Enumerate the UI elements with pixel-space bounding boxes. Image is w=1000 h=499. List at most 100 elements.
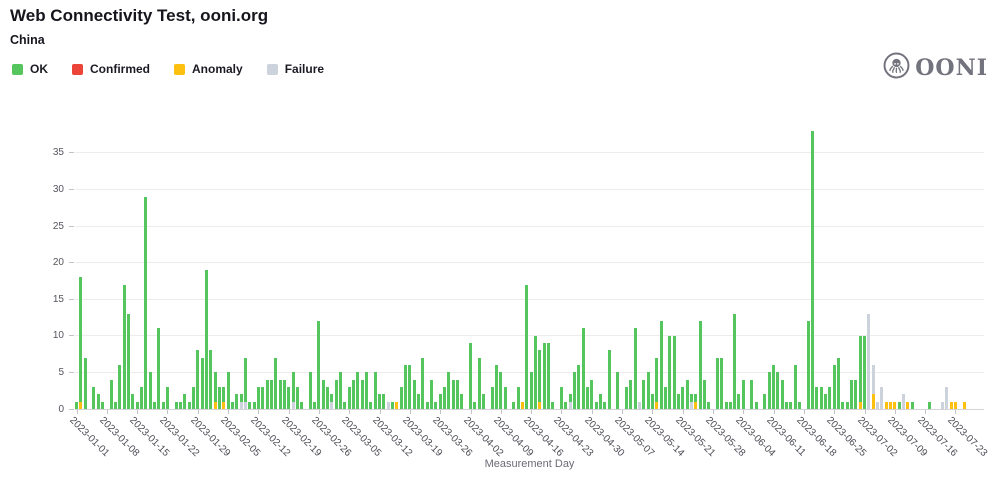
bar-segment-ok[interactable] <box>715 357 719 409</box>
bar-segment-failure[interactable] <box>637 401 641 409</box>
bar-segment-ok[interactable] <box>841 401 845 409</box>
bar-segment-anomaly[interactable] <box>222 401 226 409</box>
bar-segment-ok[interactable] <box>382 394 386 409</box>
bar-segment-ok[interactable] <box>174 401 178 409</box>
bar-segment-ok[interactable] <box>858 335 862 402</box>
bar-segment-ok[interactable] <box>148 372 152 409</box>
bar-segment-ok[interactable] <box>650 394 654 409</box>
bar-segment-ok[interactable] <box>75 401 78 409</box>
bar-segment-ok[interactable] <box>287 387 291 409</box>
bar-segment-ok[interactable] <box>161 401 165 409</box>
bar-segment-ok[interactable] <box>663 387 667 409</box>
bar-segment-ok[interactable] <box>425 401 429 409</box>
bar-segment-ok[interactable] <box>499 372 503 409</box>
bar-segment-ok[interactable] <box>412 379 416 409</box>
bar-segment-ok[interactable] <box>79 277 83 402</box>
bar-segment-ok[interactable] <box>421 357 425 409</box>
bar-segment-ok[interactable] <box>269 379 273 409</box>
bar-segment-anomaly[interactable] <box>655 401 659 409</box>
bar-segment-ok[interactable] <box>92 387 96 409</box>
bar-segment-ok[interactable] <box>122 284 126 409</box>
bar-segment-ok[interactable] <box>391 401 395 409</box>
bar-segment-ok[interactable] <box>399 387 403 409</box>
bar-segment-ok[interactable] <box>343 401 347 409</box>
bar-segment-ok[interactable] <box>789 401 793 409</box>
bar-segment-ok[interactable] <box>642 379 646 409</box>
bar-segment-ok[interactable] <box>546 343 550 409</box>
bar-segment-ok[interactable] <box>824 394 828 409</box>
bar-segment-ok[interactable] <box>572 372 576 409</box>
bar-segment-ok[interactable] <box>157 328 161 409</box>
bar-segment-anomaly[interactable] <box>953 401 957 409</box>
bar-segment-ok[interactable] <box>728 401 732 409</box>
bar-segment-ok[interactable] <box>326 387 330 409</box>
bar-segment-ok[interactable] <box>217 387 221 409</box>
bar-segment-ok[interactable] <box>672 335 676 409</box>
bar-segment-failure[interactable] <box>871 365 875 395</box>
bar-segment-anomaly[interactable] <box>213 401 217 409</box>
bar-segment-anomaly[interactable] <box>962 401 966 409</box>
bar-segment-ok[interactable] <box>330 394 334 402</box>
bar-segment-ok[interactable] <box>209 350 213 409</box>
bar-segment-ok[interactable] <box>910 401 914 409</box>
bar-segment-ok[interactable] <box>694 394 698 402</box>
bar-segment-ok[interactable] <box>295 387 299 409</box>
bar-segment-ok[interactable] <box>200 357 204 409</box>
bar-segment-ok[interactable] <box>165 387 169 409</box>
bar-segment-failure[interactable] <box>291 401 295 409</box>
bar-segment-ok[interactable] <box>126 313 130 409</box>
bar-segment-ok[interactable] <box>235 394 239 409</box>
bar-segment-ok[interactable] <box>763 394 767 409</box>
bar-segment-ok[interactable] <box>378 394 382 409</box>
bar-segment-ok[interactable] <box>278 379 282 409</box>
bar-segment-ok[interactable] <box>196 350 200 409</box>
bar-segment-ok[interactable] <box>646 372 650 409</box>
legend-item-ok[interactable]: OK <box>12 62 48 76</box>
bar-segment-ok[interactable] <box>96 394 100 409</box>
bar-segment-ok[interactable] <box>139 387 143 409</box>
bar-segment-ok[interactable] <box>724 401 728 409</box>
bar-segment-ok[interactable] <box>707 401 711 409</box>
bar-segment-ok[interactable] <box>469 343 473 409</box>
bar-segment-anomaly[interactable] <box>694 401 698 409</box>
bar-segment-ok[interactable] <box>594 401 598 409</box>
bar-segment-anomaly[interactable] <box>520 401 524 409</box>
bar-segment-ok[interactable] <box>300 401 304 409</box>
bar-segment-ok[interactable] <box>222 387 226 402</box>
bar-segment-ok[interactable] <box>655 357 659 402</box>
bar-segment-ok[interactable] <box>100 401 104 409</box>
bar-segment-ok[interactable] <box>529 372 533 409</box>
bar-segment-ok[interactable] <box>681 387 685 409</box>
bar-segment-ok[interactable] <box>252 401 256 409</box>
bar-segment-ok[interactable] <box>533 335 537 409</box>
bar-segment-ok[interactable] <box>559 387 563 409</box>
bar-segment-ok[interactable] <box>131 394 135 409</box>
bar-segment-ok[interactable] <box>438 394 442 409</box>
bar-segment-ok[interactable] <box>698 321 702 409</box>
bar-segment-ok[interactable] <box>837 357 841 409</box>
bar-segment-ok[interactable] <box>191 387 195 409</box>
bar-segment-ok[interactable] <box>239 394 243 402</box>
bar-segment-ok[interactable] <box>676 394 680 409</box>
bar-segment-ok[interactable] <box>83 357 87 409</box>
bar-segment-failure[interactable] <box>239 401 243 409</box>
bar-segment-ok[interactable] <box>334 379 338 409</box>
bar-segment-ok[interactable] <box>490 387 494 409</box>
bar-segment-ok[interactable] <box>806 321 810 409</box>
bar-segment-ok[interactable] <box>282 379 286 409</box>
bar-segment-ok[interactable] <box>313 401 317 409</box>
bar-segment-ok[interactable] <box>811 130 815 409</box>
bar-segment-ok[interactable] <box>776 372 780 409</box>
bar-segment-ok[interactable] <box>733 313 737 409</box>
bar-segment-ok[interactable] <box>754 401 758 409</box>
bar-segment-ok[interactable] <box>204 269 208 409</box>
bar-segment-ok[interactable] <box>897 401 901 409</box>
bar-segment-failure[interactable] <box>689 401 693 409</box>
bar-segment-ok[interactable] <box>113 401 117 409</box>
bar-segment-ok[interactable] <box>265 379 269 409</box>
bar-segment-ok[interactable] <box>767 372 771 409</box>
bar-segment-ok[interactable] <box>243 357 247 402</box>
bar-segment-ok[interactable] <box>863 335 867 409</box>
bar-segment-ok[interactable] <box>633 328 637 409</box>
bar-segment-ok[interactable] <box>434 401 438 409</box>
